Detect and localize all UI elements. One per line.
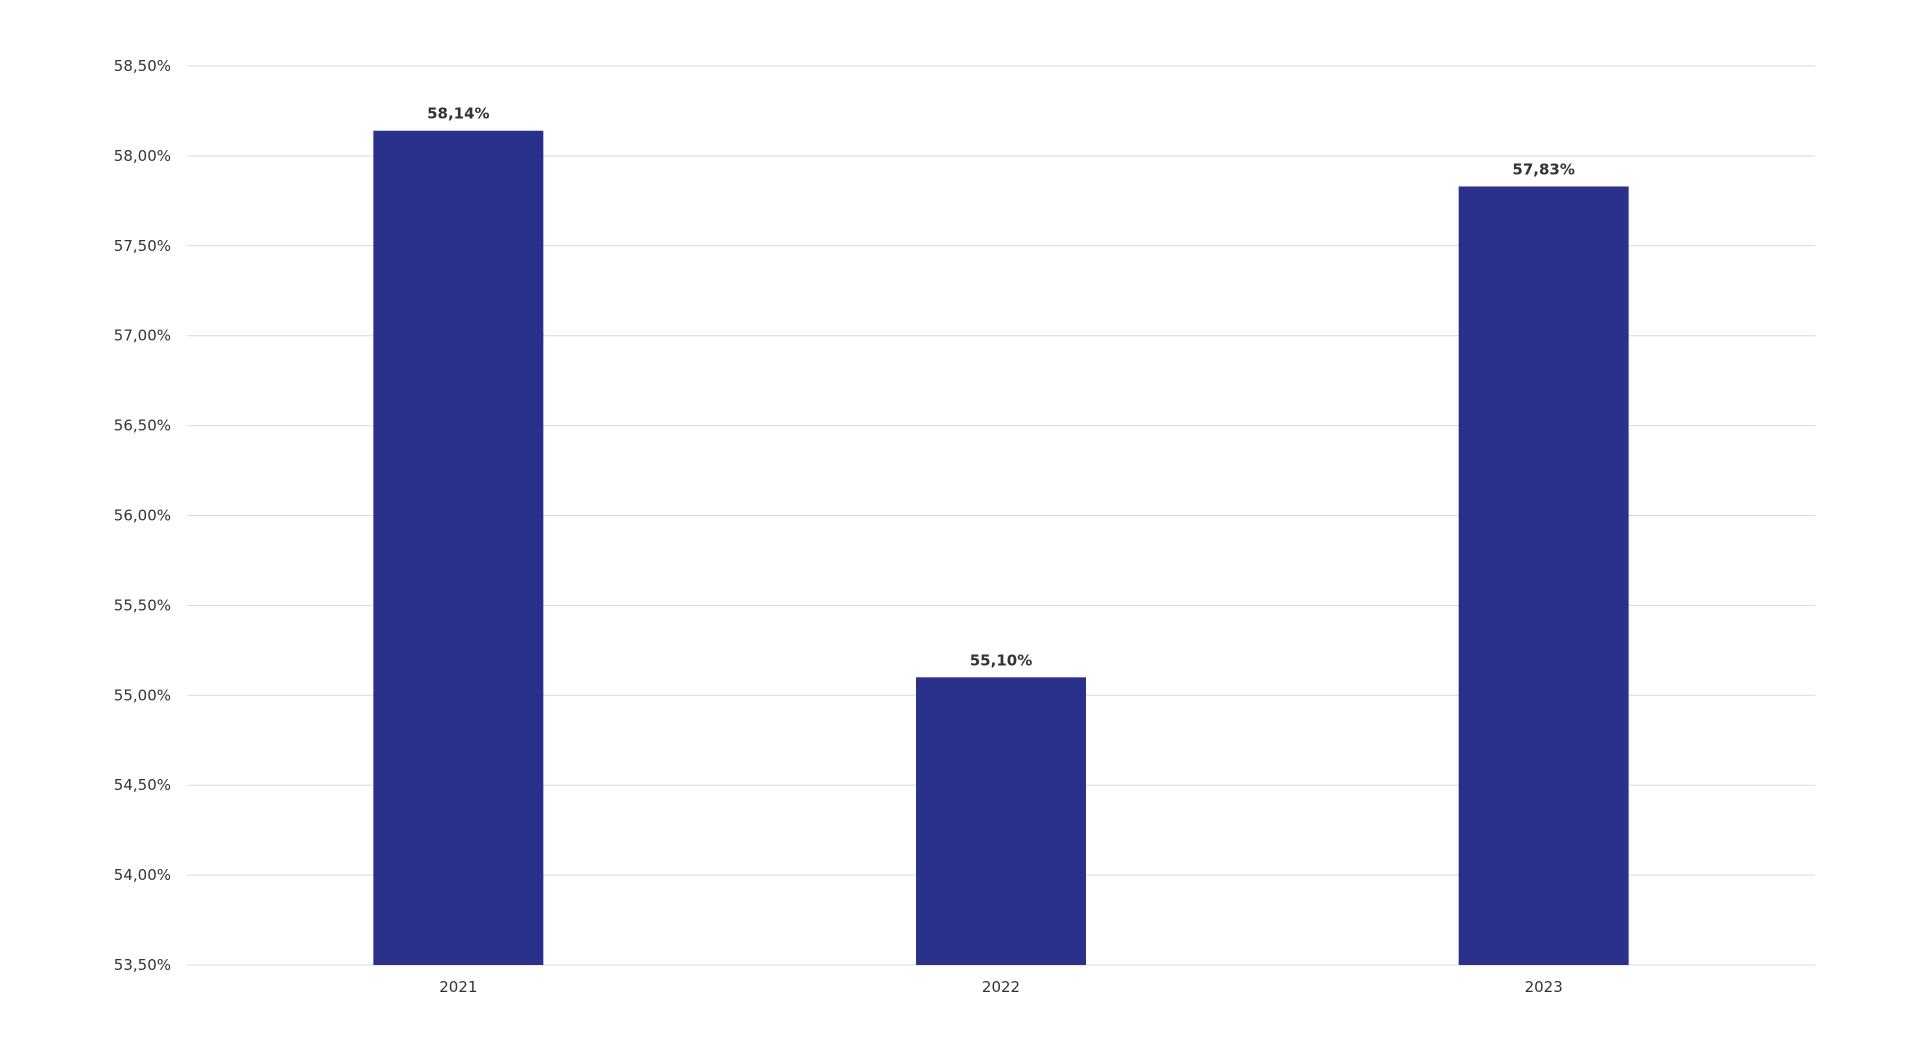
y-tick-label: 57,50% bbox=[114, 237, 171, 255]
bar-2022 bbox=[916, 677, 1086, 965]
y-tick-label: 58,50% bbox=[114, 57, 171, 75]
bar-2023 bbox=[1458, 186, 1629, 965]
x-tick-label-2021: 2021 bbox=[439, 978, 477, 996]
data-label-2022: 55,10% bbox=[970, 651, 1032, 669]
y-tick-label: 54,50% bbox=[114, 776, 171, 794]
bars bbox=[373, 130, 1629, 965]
y-tick-label: 54,00% bbox=[114, 866, 171, 884]
y-tick-label: 56,00% bbox=[114, 507, 171, 525]
x-tick-label-2023: 2023 bbox=[1525, 978, 1563, 996]
y-tick-label: 58,00% bbox=[114, 147, 171, 165]
x-axis-tick-labels: 2021 2022 2023 bbox=[439, 978, 1563, 996]
y-tick-label: 53,50% bbox=[114, 956, 171, 974]
data-label-2021: 58,14% bbox=[427, 105, 489, 123]
data-labels: 58,14% 55,10% 57,83% bbox=[427, 105, 1575, 670]
y-tick-label: 55,50% bbox=[114, 596, 171, 614]
bar-2021 bbox=[373, 130, 544, 965]
x-tick-label-2022: 2022 bbox=[982, 978, 1020, 996]
y-axis-tick-labels: 53,50% 54,00% 54,50% 55,00% 55,50% 56,00% 56,5… bbox=[114, 57, 171, 974]
y-tick-label: 56,50% bbox=[114, 417, 171, 435]
y-tick-label: 55,00% bbox=[114, 686, 171, 704]
y-tick-label: 57,00% bbox=[114, 327, 171, 345]
data-label-2023: 57,83% bbox=[1512, 160, 1574, 178]
